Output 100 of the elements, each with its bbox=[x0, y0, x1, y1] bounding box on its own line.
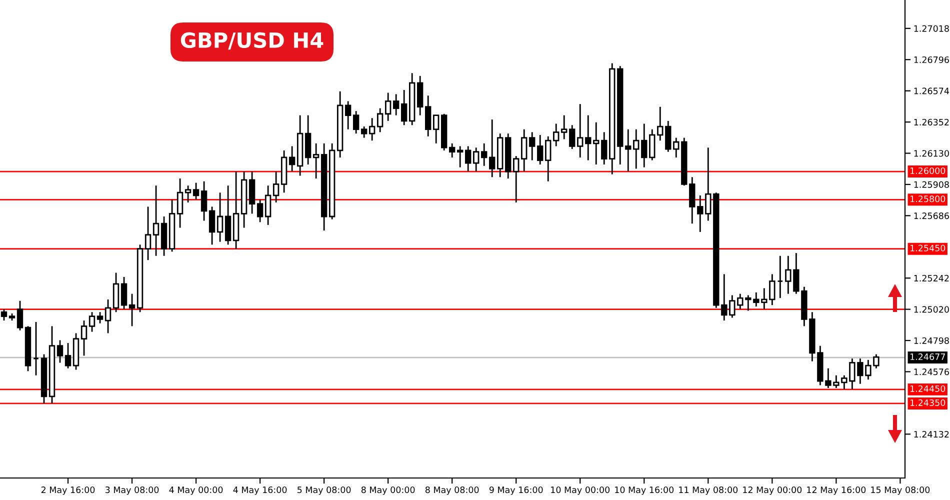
candlestick bbox=[392, 94, 400, 116]
candlestick bbox=[216, 192, 224, 243]
candlestick bbox=[529, 131, 536, 161]
candlestick bbox=[192, 182, 200, 200]
x-tick-label: 10 May 00:00 bbox=[551, 486, 610, 495]
candlestick bbox=[465, 146, 472, 172]
candlestick bbox=[689, 176, 696, 224]
candlestick bbox=[112, 272, 120, 313]
ref-line-label: 1.25450 bbox=[910, 244, 946, 252]
x-tick-label: 2 May 16:00 bbox=[41, 486, 95, 495]
y-tick-label: 1.25020 bbox=[914, 306, 949, 313]
candlestick bbox=[368, 117, 376, 142]
candlestick bbox=[697, 194, 704, 233]
candlestick bbox=[433, 114, 440, 144]
x-tick-label: 15 May 08:00 bbox=[871, 486, 930, 495]
x-tick-label: 9 May 16:00 bbox=[489, 486, 543, 495]
candlestick bbox=[96, 311, 104, 324]
x-tick-label: 5 May 08:00 bbox=[298, 486, 351, 495]
y-tick-label: 1.24576 bbox=[914, 368, 949, 376]
y-tick-label: 1.26574 bbox=[914, 88, 950, 94]
candlestick bbox=[577, 103, 584, 158]
candlestick bbox=[625, 128, 632, 172]
candlestick bbox=[120, 276, 128, 310]
candlestick bbox=[585, 114, 592, 161]
candlestick bbox=[304, 114, 312, 166]
x-tick-label: 4 May 00:00 bbox=[169, 486, 223, 495]
ref-line-label: 1.24677 bbox=[910, 353, 945, 360]
candlestick bbox=[561, 114, 568, 140]
y-tick-label: 1.26130 bbox=[914, 150, 949, 157]
ref-line-label: 1.24450 bbox=[910, 385, 946, 392]
candlestick bbox=[457, 146, 464, 168]
x-tick-label: 12 May 00:00 bbox=[743, 486, 802, 495]
candlestick bbox=[473, 146, 480, 172]
candlestick bbox=[777, 255, 784, 299]
candlestick bbox=[352, 110, 360, 134]
y-tick-label: 1.25242 bbox=[914, 274, 949, 282]
candlestick bbox=[0, 308, 8, 322]
candlestick bbox=[176, 178, 184, 228]
candlestick bbox=[425, 94, 432, 138]
candlestick bbox=[16, 300, 24, 332]
candlestick bbox=[272, 170, 280, 204]
candlestick bbox=[152, 184, 160, 257]
candlestick bbox=[376, 108, 384, 133]
candlestick bbox=[200, 180, 208, 222]
candlestick bbox=[184, 184, 192, 204]
x-tick-label: 11 May 08:00 bbox=[679, 486, 738, 495]
text: GBP/USD H4 bbox=[180, 32, 324, 50]
x-tick-label: 3 May 08:00 bbox=[105, 486, 159, 495]
candlestick bbox=[521, 128, 528, 172]
x-tick-label: 8 May 08:00 bbox=[425, 486, 479, 495]
candlestick bbox=[537, 134, 544, 166]
candlestick bbox=[64, 342, 72, 370]
candlestick bbox=[665, 120, 672, 153]
candlestick bbox=[569, 124, 576, 150]
y-tick-label: 1.25686 bbox=[914, 212, 949, 220]
candlestick bbox=[256, 198, 264, 223]
x-tick-label: 8 May 00:00 bbox=[361, 486, 415, 495]
candlestick bbox=[344, 100, 352, 130]
candlestick bbox=[144, 206, 152, 261]
candlestick bbox=[384, 92, 392, 122]
candlestick bbox=[489, 118, 496, 178]
candlestick bbox=[513, 155, 520, 204]
candlestick bbox=[128, 293, 136, 327]
candlestick bbox=[633, 128, 640, 170]
candlestick bbox=[104, 298, 112, 334]
candlestick bbox=[416, 75, 424, 116]
x-tick-label: 10 May 16:00 bbox=[615, 486, 674, 495]
candlestick bbox=[88, 311, 96, 332]
ref-line-label: 1.24350 bbox=[910, 399, 946, 406]
x-tick-label: 4 May 16:00 bbox=[233, 486, 287, 495]
candlestick bbox=[312, 142, 320, 180]
candlestick bbox=[649, 128, 656, 161]
y-tick-label: 1.26796 bbox=[914, 56, 949, 64]
y-tick-label: 1.25908 bbox=[914, 181, 949, 188]
candlestick bbox=[657, 106, 664, 142]
candlestick bbox=[449, 142, 456, 158]
candlestick bbox=[400, 89, 408, 126]
candlestick bbox=[248, 170, 256, 214]
candlestick bbox=[641, 123, 648, 168]
candlestick bbox=[553, 123, 560, 147]
y-tick-label: 1.26352 bbox=[914, 118, 949, 126]
candlestick bbox=[32, 321, 40, 376]
candlestick bbox=[208, 206, 216, 246]
candlestick bbox=[80, 320, 88, 356]
ref-line-label: 1.26000 bbox=[910, 167, 946, 174]
candlestick bbox=[288, 146, 296, 172]
y-tick-label: 1.24798 bbox=[914, 337, 949, 344]
candlestick bbox=[224, 184, 232, 246]
candlestick bbox=[264, 184, 272, 226]
candlestick bbox=[601, 131, 608, 166]
candlestick bbox=[56, 340, 64, 364]
x-tick-label: 12 May 16:00 bbox=[807, 486, 866, 495]
candlestick bbox=[360, 126, 368, 138]
candlestick bbox=[673, 137, 680, 158]
candlestick bbox=[545, 136, 552, 182]
y-tick-label: 1.27018 bbox=[914, 25, 949, 32]
candlestick bbox=[481, 142, 488, 167]
candlestick bbox=[593, 122, 600, 166]
y-tick-label: 1.24132 bbox=[914, 430, 949, 438]
ref-line-label: 1.25800 bbox=[910, 196, 946, 202]
